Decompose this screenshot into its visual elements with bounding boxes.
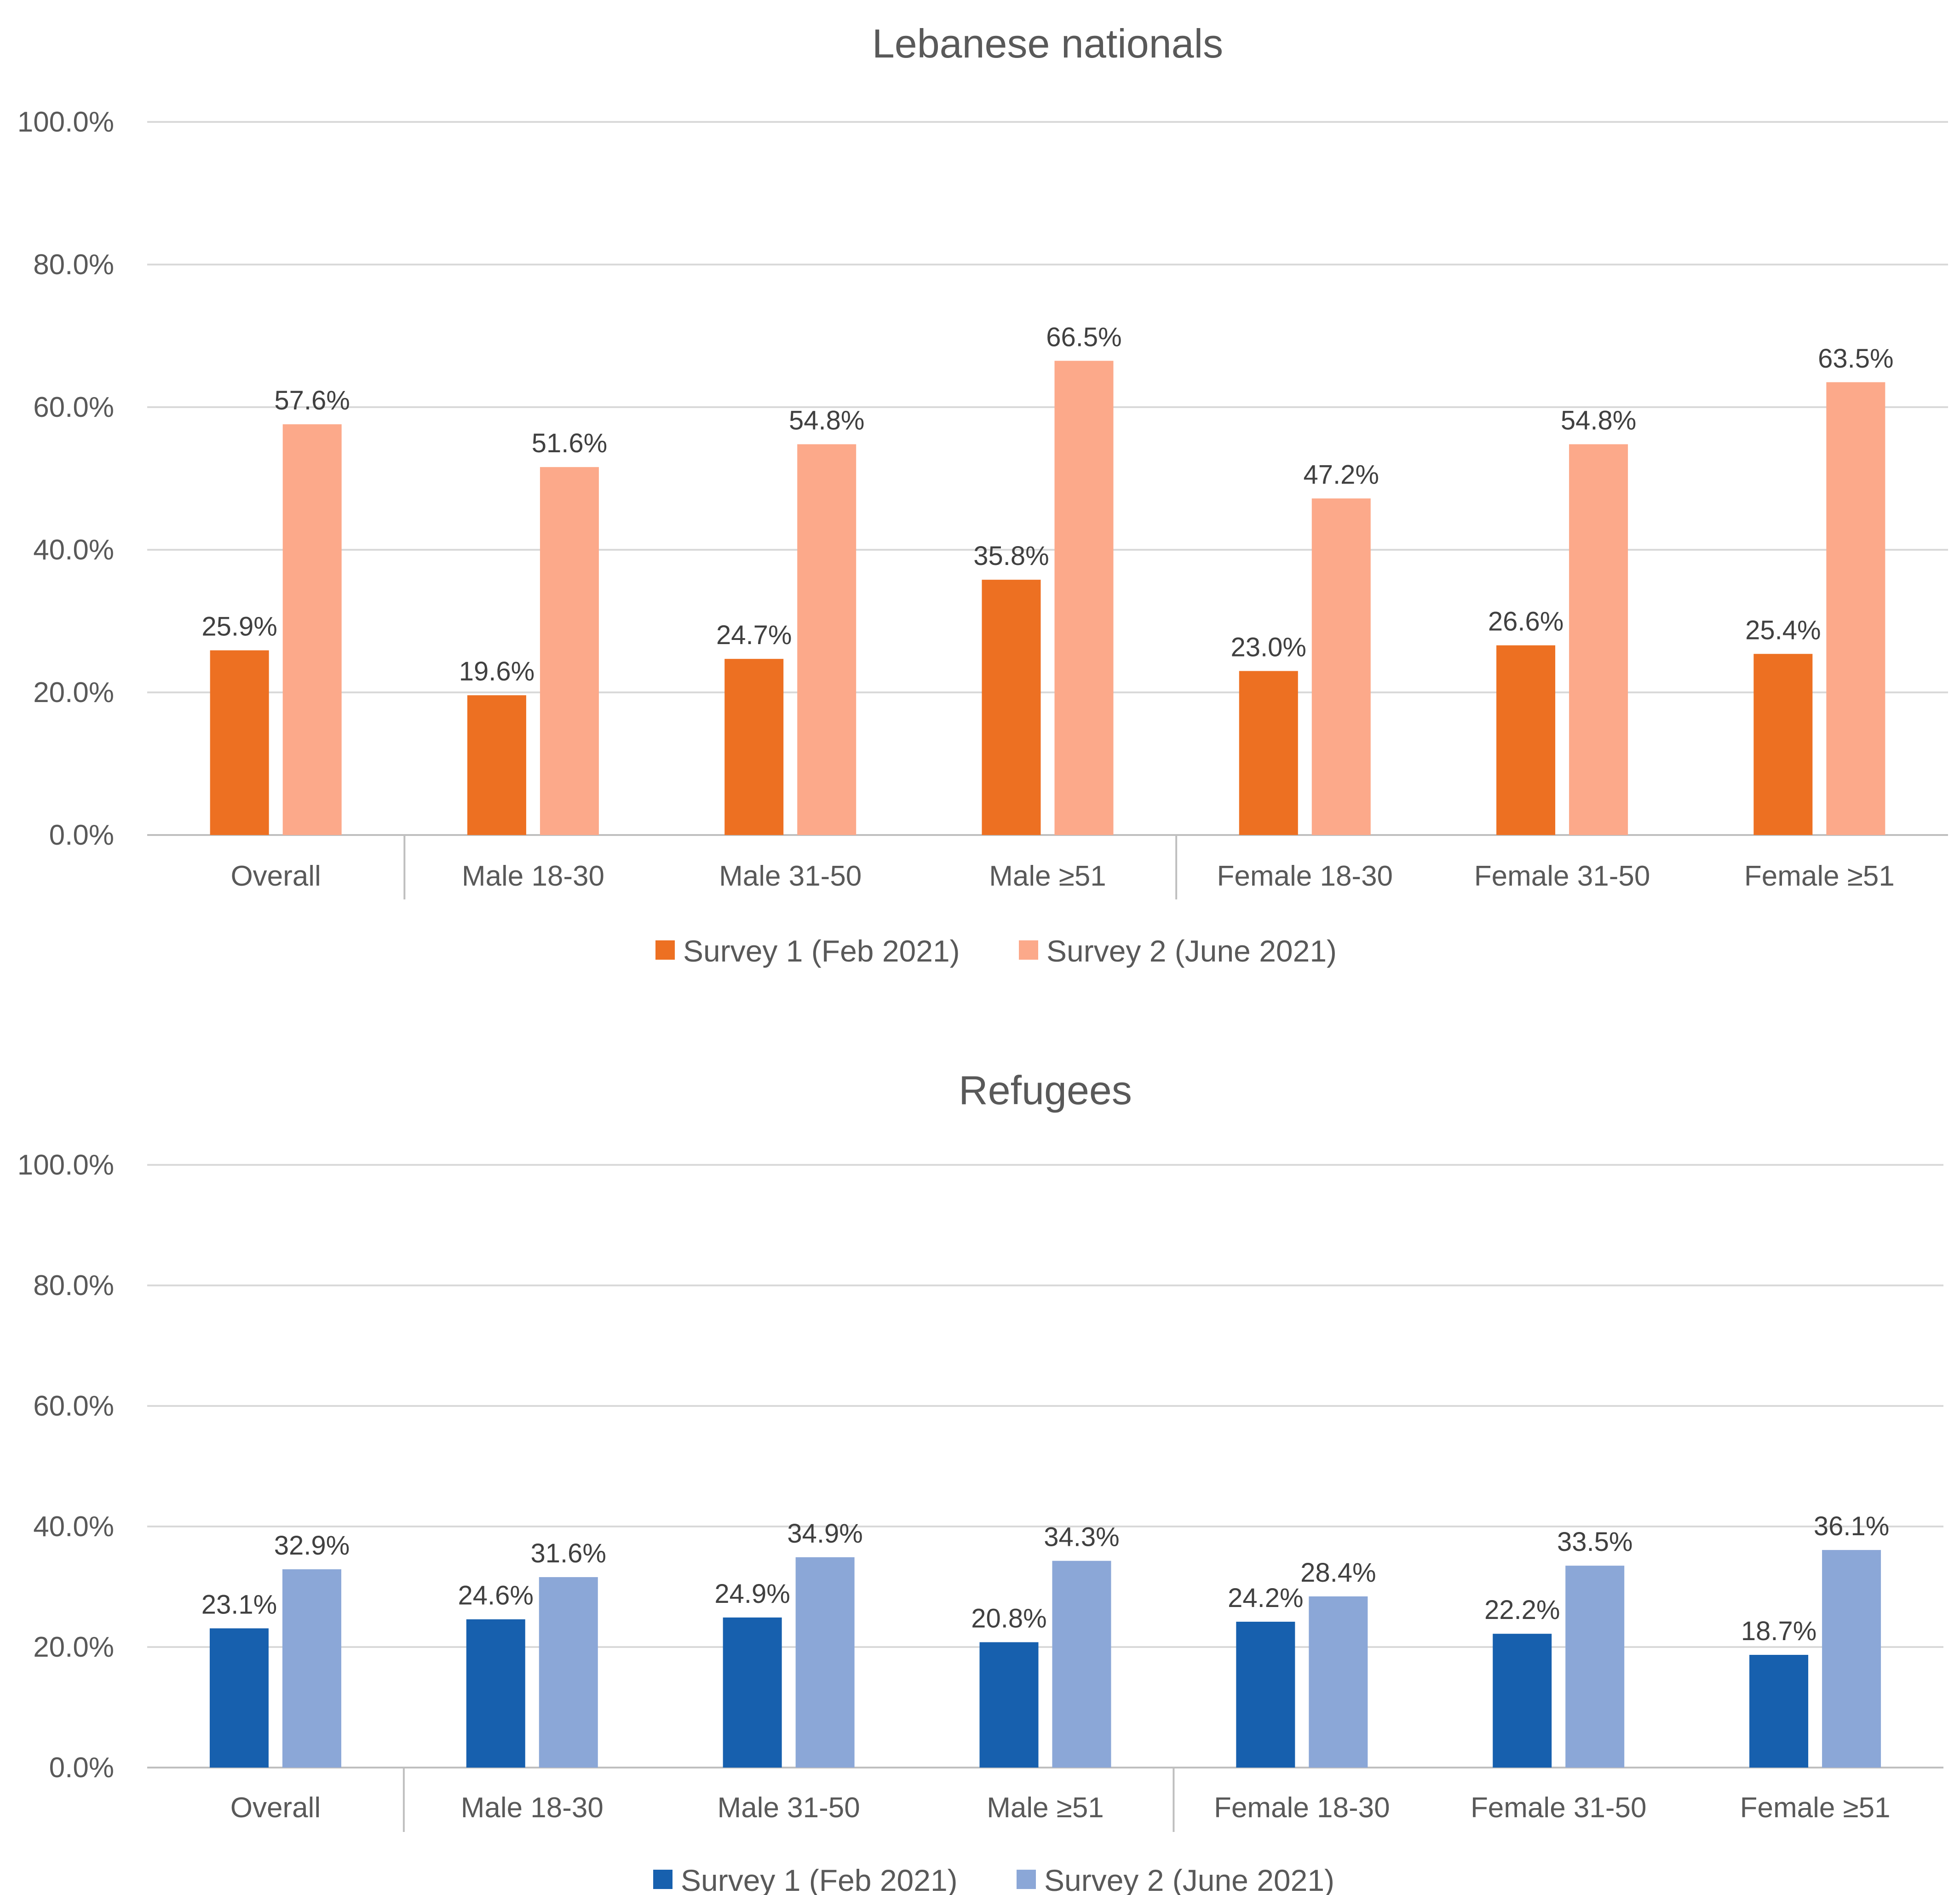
- bar: [1309, 1596, 1368, 1768]
- data-label: 33.5%: [1557, 1527, 1632, 1557]
- data-label: 54.8%: [789, 406, 864, 436]
- bar: [540, 467, 599, 835]
- x-category-label: Male 18-30: [461, 1792, 604, 1824]
- data-label: 23.0%: [1231, 633, 1306, 662]
- bar: [1565, 1566, 1625, 1768]
- refugees-chart-panel: Refugees 0.0% 20.0% 40.0% 60.0% 80.0% 100.0% Ov…: [0, 994, 1960, 1895]
- x-category-label: Female 31-50: [1471, 1792, 1647, 1824]
- y-tick-label: 100.0%: [17, 106, 114, 138]
- data-label: 22.2%: [1484, 1595, 1560, 1625]
- bar: [1826, 382, 1885, 835]
- bar: [282, 424, 342, 835]
- y-tick-label: 40.0%: [33, 1511, 114, 1543]
- chart-title: Refugees: [959, 1067, 1132, 1113]
- data-label: 25.9%: [201, 612, 277, 642]
- y-tick-label: 40.0%: [33, 534, 114, 566]
- data-label: 24.9%: [714, 1579, 790, 1609]
- bar: [467, 695, 526, 835]
- data-label: 51.6%: [532, 428, 607, 458]
- data-label: 24.2%: [1228, 1583, 1303, 1613]
- bar: [282, 1569, 341, 1768]
- bar: [209, 1628, 269, 1768]
- y-tick-label: 0.0%: [49, 1752, 114, 1784]
- bar: [1311, 498, 1371, 835]
- data-label: 31.6%: [531, 1538, 606, 1568]
- bar: [1052, 1561, 1111, 1768]
- x-category-label: Male 31-50: [719, 860, 862, 892]
- bar: [1236, 1621, 1295, 1768]
- data-label: 19.6%: [459, 657, 535, 686]
- data-label: 54.8%: [1561, 406, 1636, 436]
- y-tick-label: 100.0%: [17, 1149, 114, 1181]
- legend-swatch: [655, 940, 675, 960]
- bar: [1753, 654, 1813, 835]
- data-label: 23.1%: [201, 1590, 277, 1619]
- x-category-label: Male ≥51: [989, 860, 1106, 892]
- data-label: 18.7%: [1741, 1616, 1816, 1646]
- bar: [795, 1557, 855, 1768]
- bar: [466, 1619, 525, 1768]
- x-category-label: Female 18-30: [1214, 1792, 1390, 1824]
- bar: [1822, 1550, 1881, 1768]
- y-tick-label: 60.0%: [33, 1390, 114, 1422]
- x-category-label: Female 18-30: [1217, 860, 1393, 892]
- x-category-label: Male 31-50: [718, 1792, 860, 1824]
- legend-label: Survey 1 (Feb 2021): [683, 934, 960, 968]
- lebanese-nationals-chart-panel: Lebanese nationals 0.0% 20.0% 40.0% 60.0% 80.…: [17, 21, 1948, 968]
- bar: [1749, 1655, 1809, 1768]
- y-tick-label: 20.0%: [33, 1631, 114, 1663]
- bar: [979, 1642, 1039, 1768]
- x-category-label: Female ≥51: [1744, 860, 1895, 892]
- legend-label: Survey 2 (June 2021): [1046, 934, 1337, 968]
- data-label: 47.2%: [1304, 460, 1379, 490]
- bar: [210, 650, 269, 835]
- data-label: 26.6%: [1488, 607, 1563, 637]
- x-category-label: Male ≥51: [987, 1792, 1104, 1824]
- data-label: 34.3%: [1044, 1522, 1119, 1552]
- y-tick-label: 20.0%: [33, 677, 114, 708]
- data-label: 66.5%: [1046, 322, 1121, 352]
- bar: [982, 580, 1041, 835]
- y-tick-label: 60.0%: [33, 392, 114, 423]
- y-tick-label: 0.0%: [49, 819, 114, 851]
- legend-swatch: [653, 1870, 672, 1889]
- data-label: 34.9%: [787, 1519, 862, 1549]
- data-label: 24.7%: [716, 620, 792, 650]
- bar: [723, 1617, 782, 1768]
- bar: [1493, 1634, 1552, 1768]
- bar: [724, 659, 784, 835]
- legend-swatch: [1017, 1870, 1036, 1889]
- y-tick-label: 80.0%: [33, 1270, 114, 1302]
- data-label: 20.8%: [971, 1604, 1046, 1634]
- data-label: 25.4%: [1745, 615, 1821, 645]
- bar: [1569, 444, 1628, 835]
- bar: [539, 1577, 598, 1768]
- lebanese-nationals-chart: Lebanese nationals 0.0% 20.0% 40.0% 60.0% 80.…: [17, 21, 1948, 968]
- data-label: 28.4%: [1300, 1558, 1376, 1588]
- data-label: 35.8%: [973, 541, 1049, 571]
- data-label: 36.1%: [1814, 1511, 1889, 1541]
- refugees-chart: Refugees 0.0% 20.0% 40.0% 60.0% 80.0% 100.0% Ov…: [17, 1067, 1943, 1895]
- bar: [1239, 671, 1298, 835]
- data-label: 63.5%: [1818, 344, 1893, 374]
- x-category-label: Female ≥51: [1740, 1792, 1891, 1824]
- chart-title: Lebanese nationals: [872, 21, 1223, 66]
- x-category-label: Overall: [230, 1792, 321, 1824]
- legend-label: Survey 2 (June 2021): [1044, 1863, 1334, 1895]
- data-label: 57.6%: [274, 386, 350, 415]
- bar: [797, 444, 856, 835]
- data-label: 32.9%: [274, 1531, 350, 1561]
- data-label: 24.6%: [458, 1581, 534, 1611]
- x-category-label: Female 31-50: [1474, 860, 1650, 892]
- legend-swatch: [1019, 940, 1038, 960]
- x-category-label: Male 18-30: [462, 860, 604, 892]
- bar: [1054, 361, 1114, 835]
- legend-label: Survey 1 (Feb 2021): [681, 1863, 958, 1895]
- x-category-label: Overall: [230, 860, 321, 892]
- y-tick-label: 80.0%: [33, 249, 114, 281]
- bar: [1496, 645, 1556, 835]
